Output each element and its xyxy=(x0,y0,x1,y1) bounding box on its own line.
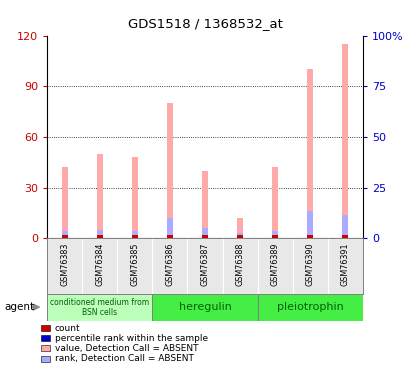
Bar xyxy=(166,218,173,238)
Text: agent: agent xyxy=(4,302,34,312)
Bar xyxy=(271,235,278,238)
Bar xyxy=(131,157,138,238)
Bar xyxy=(61,167,67,238)
Bar xyxy=(131,235,138,238)
Text: pleiotrophin: pleiotrophin xyxy=(276,303,343,312)
Bar xyxy=(342,44,348,238)
Text: percentile rank within the sample: percentile rank within the sample xyxy=(55,334,207,343)
Bar xyxy=(271,167,278,238)
Text: rank, Detection Call = ABSENT: rank, Detection Call = ABSENT xyxy=(55,354,193,363)
Bar xyxy=(201,235,208,238)
Text: GSM76384: GSM76384 xyxy=(95,243,104,286)
Text: GSM76383: GSM76383 xyxy=(60,243,69,286)
Text: conditioned medium from
BSN cells: conditioned medium from BSN cells xyxy=(50,298,149,317)
Bar xyxy=(342,214,348,238)
Bar xyxy=(306,235,312,238)
Bar xyxy=(166,235,173,238)
Bar xyxy=(257,294,362,321)
Text: GSM76386: GSM76386 xyxy=(165,243,174,286)
Bar xyxy=(97,235,103,238)
Text: value, Detection Call = ABSENT: value, Detection Call = ABSENT xyxy=(55,344,198,353)
Bar xyxy=(97,154,103,238)
Text: GSM76385: GSM76385 xyxy=(130,243,139,286)
Text: heregulin: heregulin xyxy=(178,303,231,312)
Text: GSM76390: GSM76390 xyxy=(305,243,314,286)
Text: GSM76389: GSM76389 xyxy=(270,243,279,286)
Bar xyxy=(152,294,257,321)
Text: GSM76387: GSM76387 xyxy=(200,243,209,286)
Text: count: count xyxy=(55,324,81,333)
Text: GSM76388: GSM76388 xyxy=(235,243,244,286)
Bar xyxy=(236,218,243,238)
Bar xyxy=(306,211,312,238)
Bar xyxy=(201,228,208,238)
Bar xyxy=(236,235,243,238)
Text: GSM76391: GSM76391 xyxy=(340,243,349,286)
Bar xyxy=(201,171,208,238)
Bar xyxy=(166,103,173,238)
Bar xyxy=(131,231,138,238)
Bar xyxy=(236,233,243,238)
Bar xyxy=(342,235,348,238)
Text: GDS1518 / 1368532_at: GDS1518 / 1368532_at xyxy=(127,17,282,30)
Bar xyxy=(271,231,278,238)
Bar xyxy=(47,294,152,321)
Bar xyxy=(61,235,67,238)
Bar xyxy=(61,231,67,238)
Bar xyxy=(306,69,312,238)
Bar xyxy=(97,230,103,238)
